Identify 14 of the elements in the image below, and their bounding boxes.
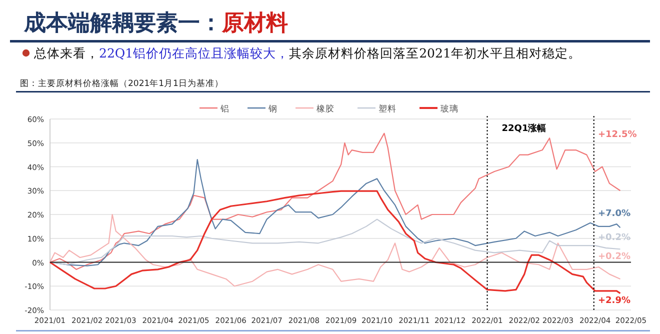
legend-label: 橡胶	[316, 104, 334, 114]
annotation: +12.5%	[598, 130, 637, 140]
legend-label: 钢	[268, 104, 278, 114]
annotation: +0.2%	[598, 252, 631, 262]
annotation: +2.9%	[598, 296, 631, 306]
chart-title: 成本端解耦要素一：原材料	[23, 10, 288, 36]
annotation: +0.2%	[598, 233, 631, 243]
chart-subtitle: 总体来看，22Q1铝价仍在高位且涨幅较大，其余原材料价格回落至2021年初水平且相对稳定。	[33, 46, 581, 60]
legend-label: 玻璃	[440, 104, 458, 114]
legend-label: 塑料	[378, 104, 396, 114]
annotation: 22Q1涨幅	[502, 124, 546, 134]
text: 图：主要原材料价格涨幅（2021年1月1日为基准）	[20, 78, 224, 89]
annotation: +7.0%	[598, 209, 631, 219]
legend-label: 铝	[220, 104, 230, 114]
